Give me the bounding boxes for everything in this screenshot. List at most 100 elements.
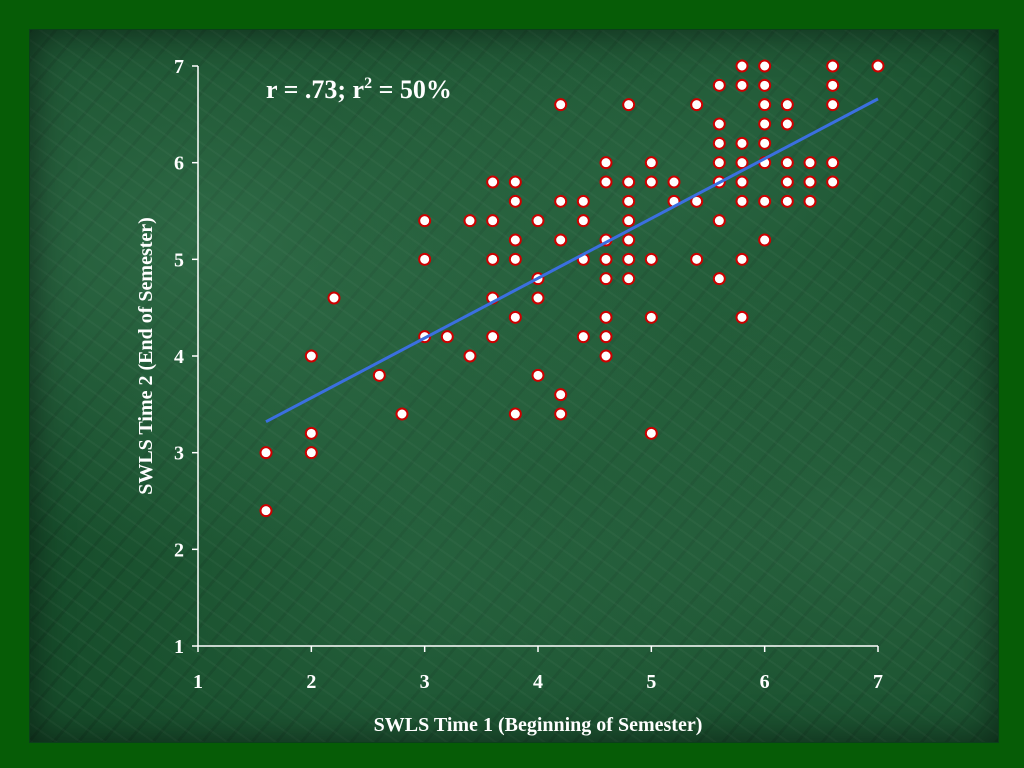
y-tick-label: 5 <box>174 249 184 271</box>
trendline <box>265 97 879 424</box>
data-point <box>463 349 477 363</box>
data-point <box>599 272 613 286</box>
data-point <box>780 156 794 170</box>
data-point <box>758 194 772 208</box>
data-point <box>690 252 704 266</box>
data-point <box>735 59 749 73</box>
data-point <box>486 330 500 344</box>
data-point <box>622 194 636 208</box>
data-point <box>622 252 636 266</box>
data-point <box>758 78 772 92</box>
data-point <box>554 407 568 421</box>
y-tick-label: 2 <box>174 539 184 561</box>
data-point <box>644 156 658 170</box>
data-point <box>690 98 704 112</box>
data-point <box>463 214 477 228</box>
data-point <box>599 252 613 266</box>
tick-marks <box>192 65 879 652</box>
data-point <box>622 214 636 228</box>
data-point <box>735 175 749 189</box>
data-point <box>735 252 749 266</box>
data-point <box>599 175 613 189</box>
data-point <box>871 59 885 73</box>
x-tick-label: 5 <box>646 671 656 693</box>
data-point <box>735 136 749 150</box>
x-tick-label: 7 <box>873 671 883 693</box>
data-point <box>826 59 840 73</box>
data-point <box>372 368 386 382</box>
data-point <box>758 136 772 150</box>
data-point <box>712 136 726 150</box>
data-point <box>531 291 545 305</box>
data-point <box>486 252 500 266</box>
x-axis-title: SWLS Time 1 (Beginning of Semester) <box>374 714 703 736</box>
data-point <box>486 214 500 228</box>
data-point <box>508 233 522 247</box>
data-point <box>780 98 794 112</box>
data-point <box>735 194 749 208</box>
data-point <box>508 194 522 208</box>
y-tick-label: 4 <box>174 346 184 368</box>
data-point <box>712 78 726 92</box>
data-point <box>780 175 794 189</box>
data-point <box>735 310 749 324</box>
data-point <box>644 426 658 440</box>
data-point <box>758 98 772 112</box>
data-point <box>780 194 794 208</box>
data-point <box>712 272 726 286</box>
annotation-sup: 2 <box>364 75 372 92</box>
data-point <box>259 504 273 518</box>
data-point <box>440 330 454 344</box>
data-point <box>712 214 726 228</box>
data-point <box>735 156 749 170</box>
data-point <box>486 175 500 189</box>
x-tick-label: 2 <box>306 671 316 693</box>
x-tick-label: 1 <box>193 671 203 693</box>
data-point <box>259 446 273 460</box>
data-point <box>554 388 568 402</box>
data-point <box>327 291 341 305</box>
data-point <box>712 117 726 131</box>
data-point <box>531 368 545 382</box>
y-axis-title: SWLS Time 2 (End of Semester) <box>135 217 157 495</box>
data-point <box>599 349 613 363</box>
x-tick-label: 3 <box>420 671 430 693</box>
data-point <box>735 78 749 92</box>
data-point <box>826 156 840 170</box>
data-point <box>599 330 613 344</box>
data-point <box>826 175 840 189</box>
data-point <box>531 214 545 228</box>
data-point <box>622 233 636 247</box>
data-point <box>576 214 590 228</box>
data-point <box>644 252 658 266</box>
x-tick-label: 4 <box>533 671 543 693</box>
y-tick-label: 7 <box>174 56 184 78</box>
tick-labels: 1 2 3 4 5 6 7 1 2 3 4 5 6 7 <box>174 56 883 693</box>
data-point <box>712 156 726 170</box>
correlation-annotation: r = .73; r2 = 50% <box>266 75 452 104</box>
data-point <box>395 407 409 421</box>
data-point <box>418 214 432 228</box>
marble-panel <box>30 30 998 742</box>
data-point <box>599 310 613 324</box>
data-point <box>508 252 522 266</box>
data-point <box>304 446 318 460</box>
data-point <box>508 175 522 189</box>
data-point <box>599 156 613 170</box>
data-point <box>758 117 772 131</box>
data-point <box>554 233 568 247</box>
data-point <box>644 175 658 189</box>
data-point <box>667 175 681 189</box>
annotation-main: r = .73; r <box>266 75 364 104</box>
data-point <box>622 272 636 286</box>
data-point <box>758 59 772 73</box>
data-points <box>259 59 885 518</box>
data-point <box>508 407 522 421</box>
data-point <box>304 426 318 440</box>
data-point <box>576 330 590 344</box>
data-point <box>622 98 636 112</box>
data-point <box>803 194 817 208</box>
data-point <box>554 194 568 208</box>
